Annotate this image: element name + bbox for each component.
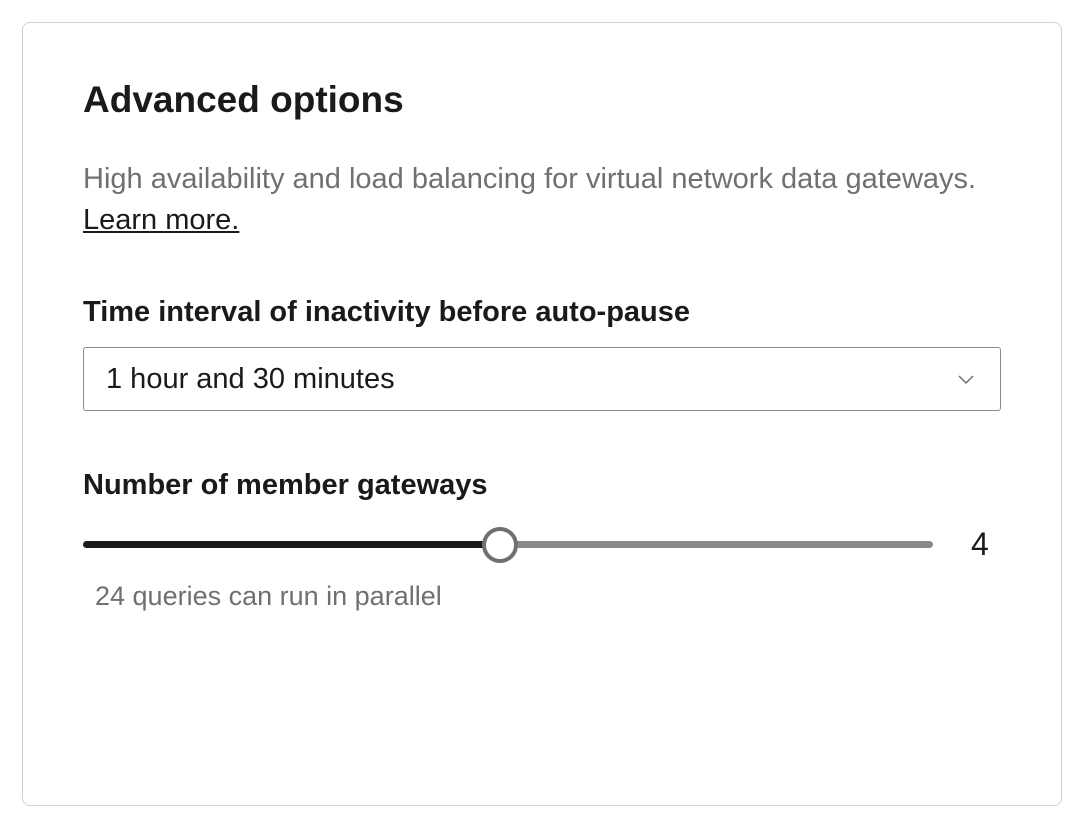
time-interval-dropdown[interactable]: 1 hour and 30 minutes [83, 347, 1001, 411]
learn-more-link[interactable]: Learn more. [83, 204, 239, 236]
gateways-value: 4 [971, 526, 1001, 563]
slider-thumb[interactable] [482, 527, 518, 563]
slider-track-empty [500, 541, 934, 548]
gateways-slider[interactable] [83, 527, 933, 563]
time-interval-value: 1 hour and 30 minutes [106, 363, 395, 396]
description-body: High availability and load balancing for… [83, 163, 976, 195]
chevron-down-icon [954, 367, 978, 391]
description-text: High availability and load balancing for… [83, 159, 1001, 240]
gateways-helper-text: 24 queries can run in parallel [95, 581, 1001, 612]
advanced-options-panel: Advanced options High availability and l… [22, 22, 1062, 806]
section-title: Advanced options [83, 79, 1001, 121]
time-interval-label: Time interval of inactivity before auto-… [83, 296, 1001, 329]
slider-track-filled [83, 541, 500, 548]
gateways-slider-row: 4 [83, 526, 1001, 563]
gateways-label: Number of member gateways [83, 469, 1001, 502]
